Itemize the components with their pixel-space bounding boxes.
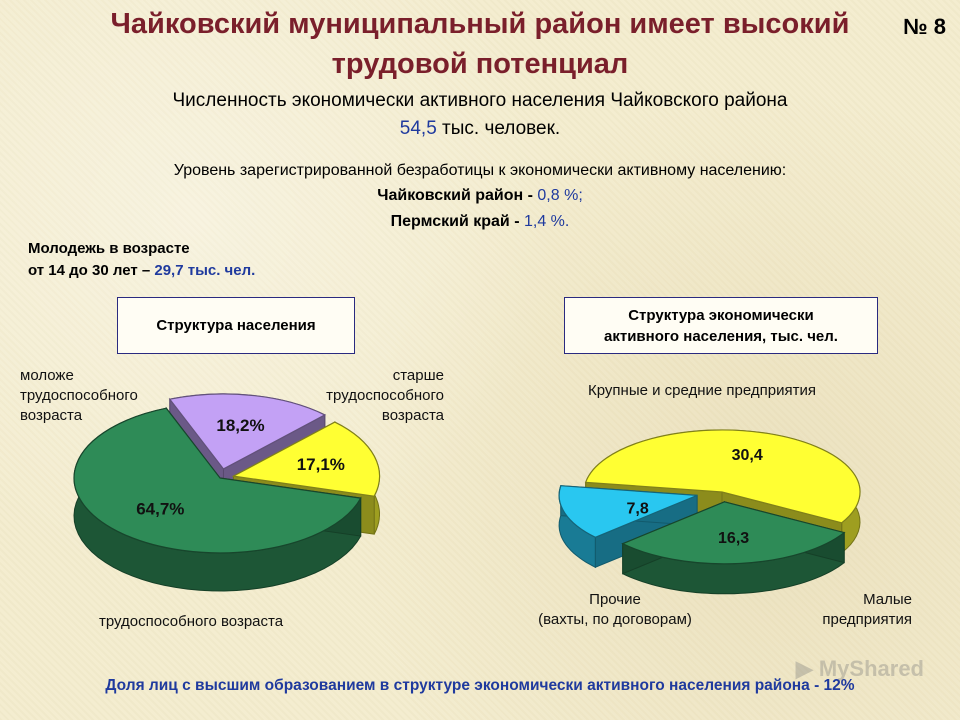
unemployment-region: Пермский край - 1,4 %. [0, 213, 960, 231]
active-population-value: 54,5 [399, 118, 437, 139]
chart1-label-young: моложе трудоспособного возраста [20, 367, 138, 424]
youth-block: Молодежь в возрасте от 14 до 30 лет – 29… [28, 238, 255, 282]
watermark-logo: ▶ MyShared [795, 656, 924, 681]
pie-slice-3 [231, 421, 381, 497]
pie-value-label-3: 7,8 [626, 500, 648, 517]
chart2-label-small: Малые предприятия [822, 591, 912, 628]
pie-value-label-1: 30,4 [732, 447, 763, 464]
chart2-label-other: Прочие (вахты, по договорам) [538, 591, 692, 628]
active-population-text: Численность экономически активного насел… [172, 90, 788, 111]
chart2-title-box: Структура экономически активного населен… [564, 297, 878, 354]
pie-value-label-1: 64,7% [136, 500, 184, 519]
unemployment-region-label: Пермский край - [390, 213, 524, 230]
chart1-label-working: трудоспособного возраста [99, 613, 284, 630]
youth-line2-value: 29,7 тыс. чел. [154, 262, 256, 279]
unemployment-region-value: 1,4 %. [523, 213, 570, 230]
unemployment-intro: Уровень зарегистрированной безработицы к… [173, 162, 787, 179]
pie-slice-2 [621, 501, 846, 565]
population-pie-chart: 64,7% 18,2% 17,1% [73, 393, 381, 592]
slide-number: № 8 [903, 14, 946, 39]
economic-pie-chart: 30,4 16,3 7,8 [558, 429, 861, 595]
unemployment-district: Чайковский район - 0,8 %; [0, 187, 960, 205]
unemployment-district-label: Чайковский район - [377, 187, 538, 204]
slide-title-line1: Чайковский муниципальный район имеет выс… [110, 8, 850, 40]
pie-value-label-3: 17,1% [297, 455, 345, 474]
chart1-label-old: старше трудоспособного возраста [326, 367, 444, 424]
active-population-unit: тыс. человек. [442, 118, 561, 139]
pie-slice-2 [168, 393, 327, 470]
slide-title-line2: трудовой потенциал [331, 48, 629, 80]
unemployment-district-value: 0,8 %; [537, 187, 583, 204]
active-population-value-line: 54,5 тыс. человек. [0, 118, 960, 140]
chart1-title-box: Структура населения [117, 297, 355, 354]
chart2-title-line2: активного населения, тыс. чел. [604, 327, 838, 345]
pie-slice-3 [558, 485, 698, 538]
pie-value-label-2: 16,3 [718, 530, 749, 547]
youth-line2-prefix: от 14 до 30 лет – [28, 262, 155, 279]
chart2-label-large: Крупные и средние предприятия [588, 382, 817, 399]
slide-title: Чайковский муниципальный район имеет выс… [60, 4, 900, 84]
pie-slice-1 [584, 429, 861, 524]
pie-value-label-2: 18,2% [216, 416, 264, 435]
chart2-title-line1: Структура экономически [628, 306, 814, 324]
pie-slice-1 [73, 407, 362, 554]
youth-line2: от 14 до 30 лет – 29,7 тыс. чел. [28, 260, 255, 282]
chart1-title: Структура населения [156, 317, 316, 334]
youth-line1: Молодежь в возрасте [28, 240, 190, 257]
footer-note: Доля лиц с высшим образованием в структу… [105, 677, 855, 694]
